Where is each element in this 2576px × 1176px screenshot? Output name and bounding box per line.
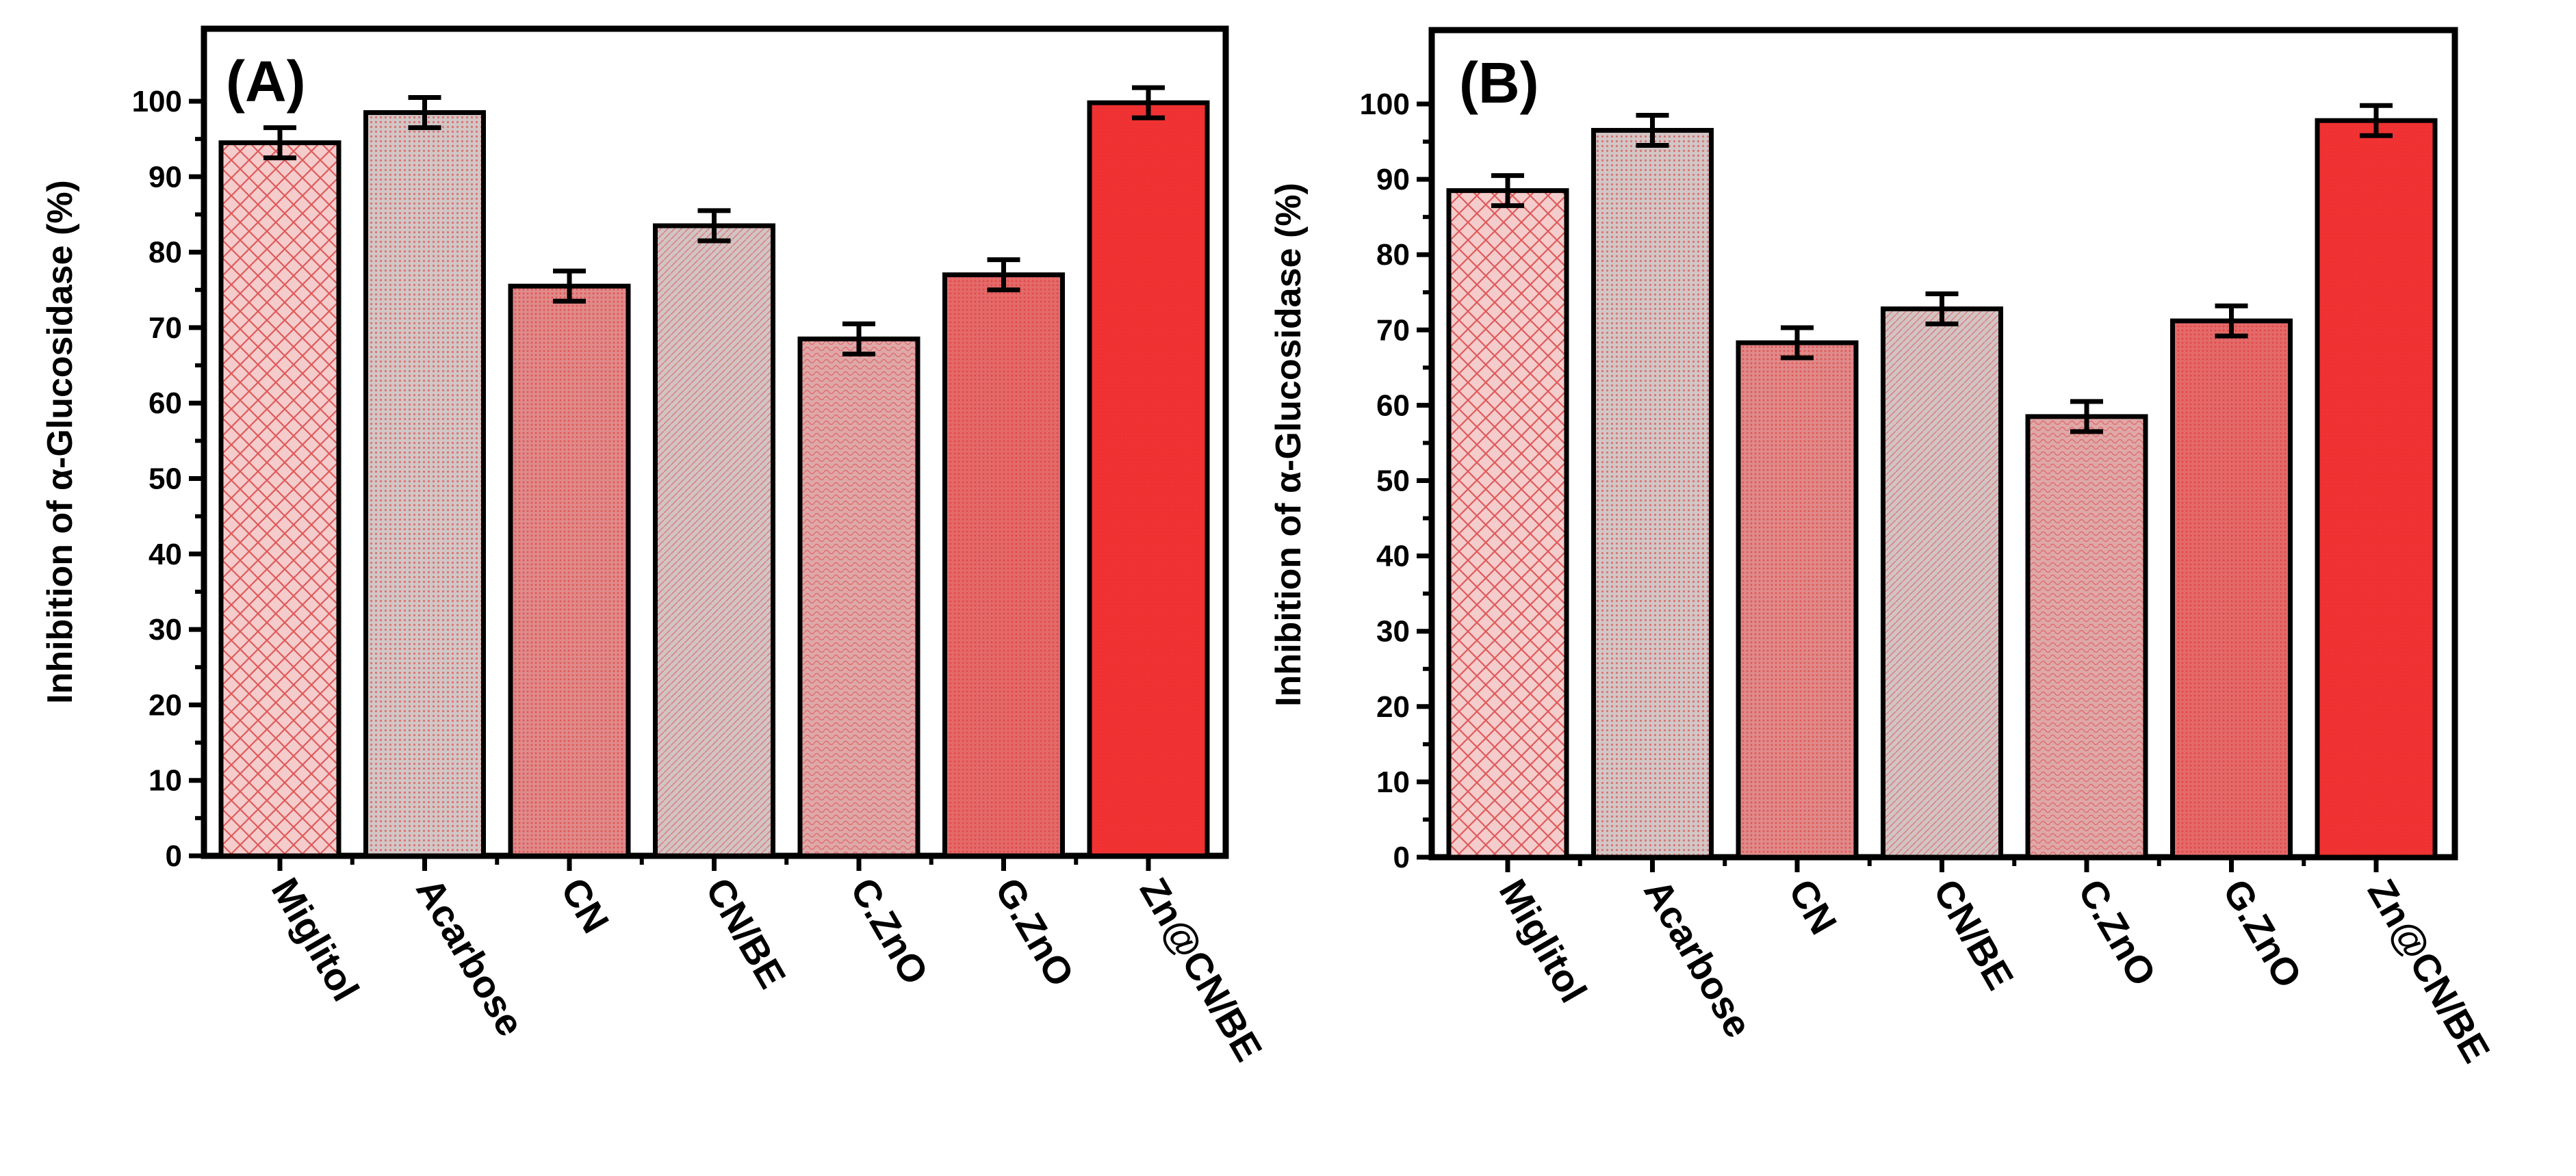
- y-tick-label-b-6: 60: [1376, 389, 1410, 422]
- y-tick-label-a-1: 10: [149, 764, 182, 798]
- y-tick-label-b-5: 50: [1376, 465, 1410, 498]
- y-axis-title-b: Inhibition of α-Glucosidase (%): [1269, 183, 1309, 707]
- bar-b-6: [2315, 118, 2438, 860]
- bars-b: [1446, 103, 2438, 860]
- bar-b-4: [2025, 414, 2148, 860]
- bar-a-2: [508, 283, 631, 859]
- y-ticks-a: 0 10 20 30 40 50 60 70 80 90 100: [132, 85, 1151, 873]
- panel-label-a: (A): [226, 49, 306, 114]
- y-tick-label-b-0: 0: [1393, 841, 1410, 874]
- y-tick-label-b-10: 100: [1360, 88, 1410, 121]
- bar-a-5: [942, 272, 1065, 859]
- error-bar-b-5: [2215, 303, 2248, 339]
- error-bar-a-0: [263, 125, 296, 161]
- y-tick-label-a-9: 90: [149, 160, 182, 194]
- error-bar-b-6: [2360, 103, 2393, 138]
- bar-b-2: [1736, 340, 1859, 860]
- error-bar-a-3: [697, 208, 731, 244]
- error-bar-b-4: [2070, 399, 2103, 434]
- chart-panel-b: (B) Inhibition of α-Glucosidase (%) 0 10 2…: [1269, 27, 2499, 1070]
- bar-b-1: [1591, 128, 1714, 860]
- bar-a-0: [218, 140, 342, 859]
- category-label-a-2: CN: [553, 871, 618, 941]
- y-tick-label-a-5: 50: [149, 462, 182, 496]
- category-label-b-2: CN: [1781, 872, 1846, 942]
- error-bar-b-2: [1781, 325, 1814, 361]
- y-tick-label-b-4: 40: [1376, 540, 1410, 573]
- category-label-b-5: G.ZnO: [2215, 872, 2310, 995]
- y-tick-label-b-2: 20: [1376, 690, 1410, 724]
- category-label-a-0: Miglitol: [263, 871, 368, 1008]
- category-label-a-4: C.ZnO: [842, 871, 938, 992]
- y-ticks-b: 0 10 20 30 40 50 60 70 80 90 100: [1360, 88, 2379, 874]
- error-bar-b-1: [1636, 113, 1669, 148]
- y-tick-label-b-3: 30: [1376, 615, 1410, 649]
- y-tick-label-a-3: 30: [149, 613, 182, 646]
- chart-panel-a: (A) Inhibition of α-Glucosidase (%) 0 10 2…: [40, 25, 1271, 1069]
- category-label-a-5: G.ZnO: [987, 871, 1083, 994]
- bar-a-3: [653, 223, 775, 859]
- bars-a: [218, 85, 1210, 859]
- category-label-b-1: Acarbose: [1636, 872, 1760, 1045]
- error-bar-b-3: [1925, 291, 1959, 326]
- y-tick-label-a-6: 60: [149, 387, 182, 420]
- y-tick-label-a-2: 20: [149, 688, 182, 722]
- bar-b-5: [2170, 318, 2293, 860]
- x-categories-b: Miglitol Acarbose CN CN/BE C.ZnO G.ZnO Zn@CN/B…: [1491, 872, 2499, 1070]
- y-tick-label-b-7: 70: [1376, 313, 1410, 347]
- category-label-a-3: CN/BE: [697, 871, 795, 995]
- error-bar-a-2: [553, 268, 586, 304]
- category-label-a-1: Acarbose: [408, 871, 532, 1044]
- error-bar-b-0: [1491, 173, 1524, 209]
- category-label-b-0: Miglitol: [1491, 872, 1596, 1010]
- bar-b-3: [1881, 306, 2003, 860]
- y-tick-label-a-4: 40: [149, 538, 182, 571]
- bar-a-4: [797, 336, 920, 859]
- category-label-a-6: Zn@CN/BE: [1132, 871, 1271, 1069]
- category-label-b-4: C.ZnO: [2070, 872, 2165, 993]
- y-tick-label-b-1: 10: [1376, 766, 1410, 799]
- y-tick-label-a-0: 0: [166, 839, 182, 873]
- category-label-b-3: CN/BE: [1925, 872, 2022, 997]
- y-tick-label-a-7: 70: [149, 311, 182, 345]
- panel-label-b: (B): [1459, 51, 1539, 115]
- y-tick-label-a-8: 80: [149, 236, 182, 270]
- error-bar-a-5: [987, 257, 1020, 293]
- y-axis-title-a: Inhibition of α-Glucosidase (%): [40, 180, 80, 704]
- y-tick-label-a-10: 100: [132, 85, 182, 118]
- category-label-b-6: Zn@CN/BE: [2360, 872, 2499, 1070]
- bar-a-1: [363, 110, 486, 859]
- y-tick-label-b-9: 90: [1376, 163, 1410, 196]
- x-categories-a: Miglitol Acarbose CN CN/BE C.ZnO G.ZnO Zn@CN/B…: [263, 871, 1271, 1069]
- error-bar-a-1: [408, 94, 441, 131]
- error-bar-a-6: [1132, 85, 1165, 120]
- bar-a-6: [1087, 100, 1210, 859]
- bar-b-0: [1446, 188, 1569, 860]
- error-bar-a-4: [842, 321, 875, 357]
- y-tick-label-b-8: 80: [1376, 238, 1410, 272]
